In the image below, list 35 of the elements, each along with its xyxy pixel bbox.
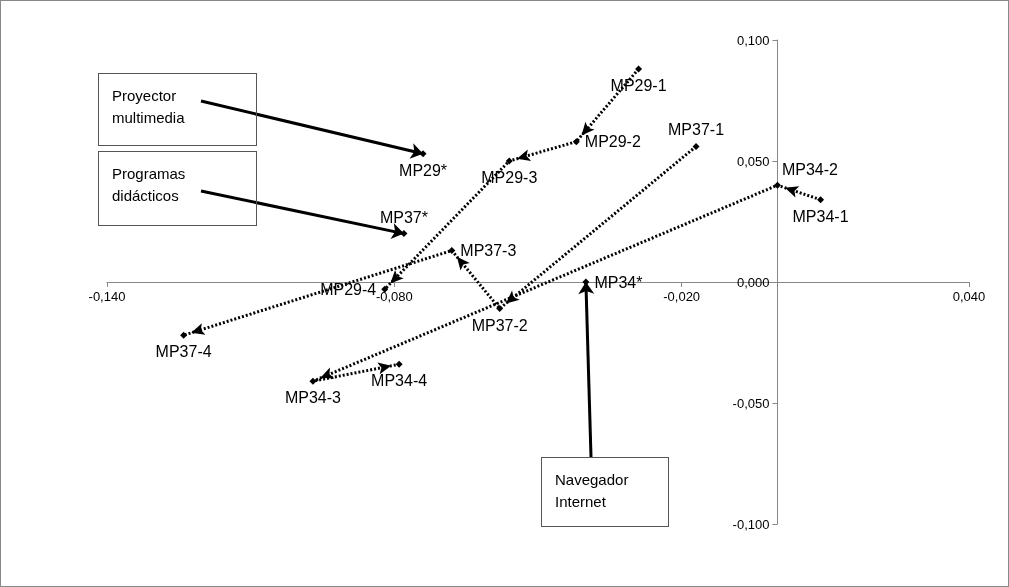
y-tick-label: 0,100 bbox=[736, 32, 770, 48]
data-label: MP37* bbox=[379, 208, 428, 226]
y-tick-label: -0,050 bbox=[732, 395, 770, 411]
point bbox=[180, 331, 188, 339]
data-label: MP37-1 bbox=[668, 121, 725, 139]
point bbox=[505, 157, 513, 165]
data-label: MP37-2 bbox=[471, 316, 528, 334]
data-label: MP34* bbox=[594, 273, 643, 291]
y-tick-label: 0,000 bbox=[736, 274, 770, 290]
data-label: MP34-2 bbox=[781, 161, 839, 179]
data-label: MP29* bbox=[399, 161, 448, 179]
data-label: MP34-4 bbox=[371, 372, 428, 390]
x-tick-label: 0,040 bbox=[952, 289, 986, 304]
point bbox=[817, 196, 825, 204]
point bbox=[395, 360, 403, 368]
data-label: MP29-3 bbox=[481, 169, 538, 186]
x-tick-label: -0,020 bbox=[663, 289, 701, 304]
x-tick-label: -0,080 bbox=[375, 289, 413, 304]
y-tick-label: -0,100 bbox=[732, 516, 770, 532]
point bbox=[635, 65, 643, 73]
data-label: MP37-4 bbox=[155, 343, 212, 361]
data-label: MP29-1 bbox=[610, 77, 667, 95]
point bbox=[572, 138, 580, 146]
point bbox=[773, 181, 781, 189]
y-tick-label: 0,050 bbox=[736, 153, 770, 169]
data-label: MP34-3 bbox=[284, 389, 342, 407]
data-label: MP34-1 bbox=[792, 207, 849, 225]
data-label: MP29-4 bbox=[320, 280, 377, 298]
point bbox=[448, 247, 456, 255]
point bbox=[496, 305, 504, 313]
data-label: MP29-2 bbox=[584, 133, 641, 151]
point bbox=[692, 142, 700, 150]
data-label: MP37-3 bbox=[460, 242, 517, 260]
point bbox=[309, 377, 317, 385]
x-tick-label: -0,140 bbox=[88, 289, 126, 304]
